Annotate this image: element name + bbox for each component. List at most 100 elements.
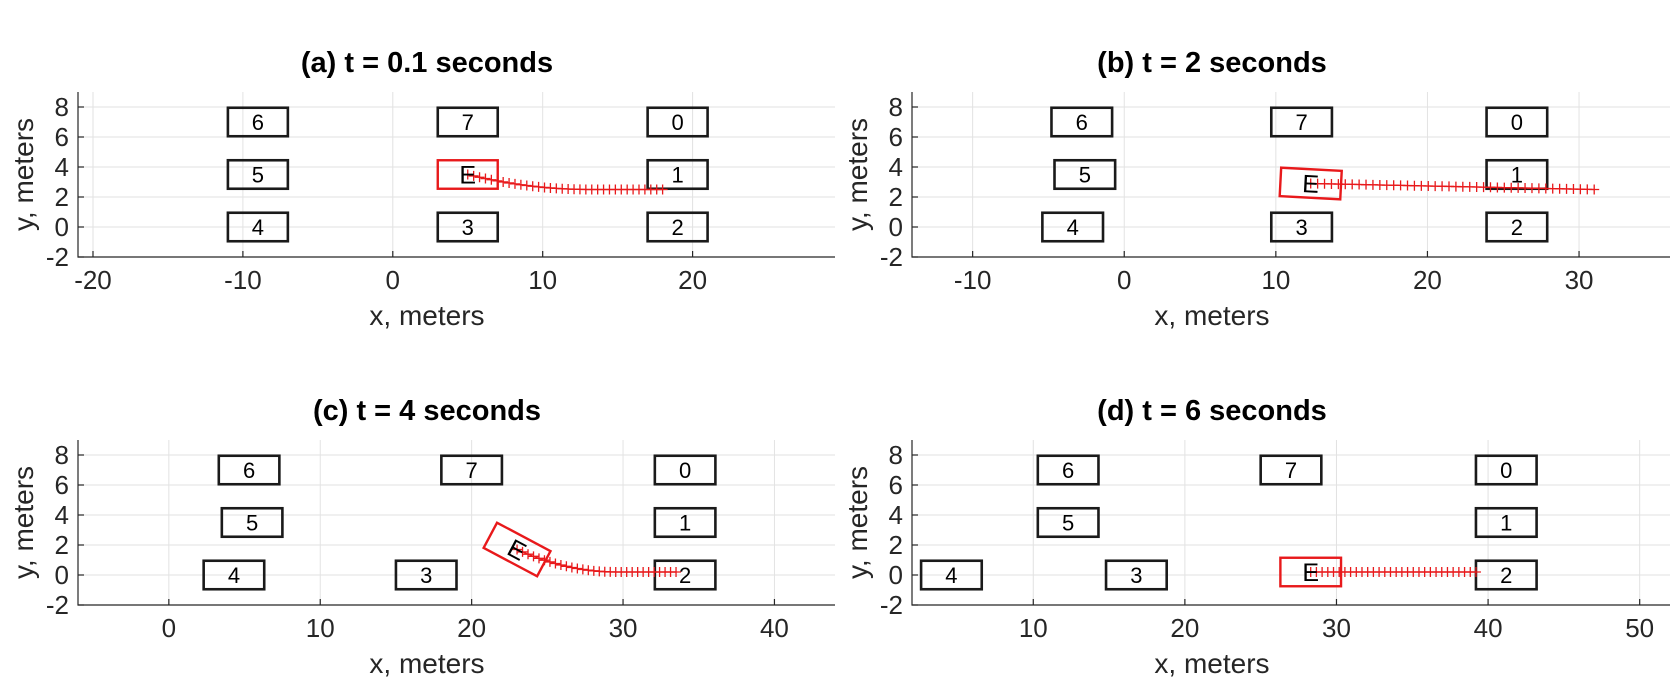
vehicle-label: 4 bbox=[228, 563, 240, 588]
vehicle-label: 6 bbox=[1076, 110, 1088, 135]
trajectory-point bbox=[462, 169, 473, 180]
vehicle-label: 7 bbox=[1295, 110, 1307, 135]
vehicle-label: 5 bbox=[1079, 163, 1091, 188]
x-tick-label: 10 bbox=[1019, 613, 1048, 643]
axis-lines bbox=[77, 92, 835, 258]
vehicle-box bbox=[217, 454, 281, 486]
y-axis-label: y, meters bbox=[842, 466, 873, 579]
x-axis-label: x, meters bbox=[1154, 300, 1269, 331]
vehicle-label: 6 bbox=[252, 110, 264, 135]
vehicle-label: 1 bbox=[1511, 163, 1523, 188]
vehicle-5: 5 bbox=[1053, 158, 1117, 191]
vehicle-4: 4 bbox=[1041, 211, 1105, 243]
y-tick-label: 2 bbox=[889, 530, 903, 560]
trajectory-point bbox=[509, 178, 520, 189]
vehicle-box bbox=[653, 506, 717, 539]
vehicle-6: 6 bbox=[217, 454, 281, 486]
vehicle-0: 0 bbox=[1474, 454, 1538, 486]
y-axis-label: y, meters bbox=[8, 118, 39, 231]
trajectory-point bbox=[1589, 184, 1600, 195]
vehicle-box bbox=[1474, 454, 1538, 486]
vehicle-7: 7 bbox=[1259, 454, 1323, 486]
trajectory-point bbox=[512, 544, 523, 555]
vehicle-box bbox=[653, 454, 717, 486]
vehicle-3: 3 bbox=[436, 211, 500, 243]
vehicle-box bbox=[646, 211, 709, 243]
vehicle-box bbox=[646, 158, 709, 191]
vehicle-box bbox=[1485, 158, 1549, 191]
vehicle-2: 2 bbox=[646, 211, 709, 243]
y-tick-label: 8 bbox=[889, 440, 903, 470]
vehicle-4: 4 bbox=[202, 559, 266, 591]
x-tick-label: 20 bbox=[457, 613, 486, 643]
y-tick-label: 6 bbox=[55, 122, 69, 152]
trajectory-point bbox=[657, 184, 668, 195]
vehicle-label: 7 bbox=[462, 110, 474, 135]
x-tick-label: 0 bbox=[386, 265, 400, 295]
vehicle-0: 0 bbox=[646, 106, 709, 138]
ego-label: E bbox=[1302, 170, 1320, 199]
trajectory-point bbox=[671, 567, 682, 577]
trajectory-point bbox=[572, 563, 583, 574]
vehicle-label: 2 bbox=[1511, 215, 1523, 240]
vehicle-1: 1 bbox=[1485, 158, 1549, 191]
vehicle-label: 0 bbox=[679, 458, 691, 483]
trajectory-point bbox=[561, 561, 572, 572]
vehicle-label: 3 bbox=[420, 563, 432, 588]
vehicle-1: 1 bbox=[653, 506, 717, 539]
y-axis-label: y, meters bbox=[842, 118, 873, 231]
x-tick-label: 10 bbox=[1261, 265, 1290, 295]
ego-trajectory bbox=[1305, 567, 1481, 577]
vehicle-5: 5 bbox=[1036, 506, 1100, 539]
y-tick-label: 2 bbox=[889, 182, 903, 212]
ego-vehicle: E bbox=[436, 159, 499, 190]
y-tick-label: 2 bbox=[55, 530, 69, 560]
x-tick-label: 10 bbox=[306, 613, 335, 643]
vehicle-4: 4 bbox=[226, 211, 290, 243]
vehicle-box bbox=[653, 559, 717, 591]
trajectory-point bbox=[544, 556, 555, 567]
vehicle-label: 4 bbox=[1067, 215, 1079, 240]
y-tick-label: 6 bbox=[55, 470, 69, 500]
ego-vehicle: E bbox=[1279, 556, 1343, 588]
vehicle-box bbox=[220, 506, 284, 539]
trajectory-point bbox=[555, 559, 566, 570]
vehicle-box bbox=[202, 559, 266, 591]
vehicle-label: 6 bbox=[1062, 458, 1074, 483]
ego-label: E bbox=[1302, 559, 1319, 587]
vehicle-label: 2 bbox=[679, 563, 691, 588]
trajectory-point bbox=[468, 170, 479, 181]
x-tick-label: 0 bbox=[162, 613, 176, 643]
x-tick-label: 30 bbox=[1322, 613, 1351, 643]
y-tick-label: 0 bbox=[55, 212, 69, 242]
trajectory-point bbox=[521, 180, 532, 191]
vehicle-box bbox=[1053, 158, 1117, 191]
vehicle-7: 7 bbox=[1269, 106, 1334, 138]
vehicle-2: 2 bbox=[653, 559, 717, 591]
vehicle-5: 5 bbox=[226, 158, 290, 191]
vehicle-label: 0 bbox=[671, 110, 683, 135]
trajectory-point bbox=[474, 172, 485, 183]
trajectory-point bbox=[577, 564, 588, 575]
x-tick-label: -10 bbox=[224, 265, 262, 295]
y-tick-label: 4 bbox=[55, 500, 69, 530]
vehicle-label: 6 bbox=[243, 458, 255, 483]
vehicle-label: 5 bbox=[1062, 511, 1074, 536]
y-tick-label: 6 bbox=[889, 122, 903, 152]
x-tick-label: -10 bbox=[954, 265, 992, 295]
vehicle-label: 5 bbox=[252, 163, 264, 188]
vehicle-label: 5 bbox=[246, 511, 258, 536]
vehicle-box bbox=[919, 559, 984, 591]
vehicle-label: 3 bbox=[1130, 563, 1142, 588]
ego-box bbox=[482, 521, 553, 578]
x-axis-label: x, meters bbox=[369, 300, 484, 331]
y-tick-label: -2 bbox=[880, 590, 903, 620]
vehicle-box bbox=[646, 106, 709, 138]
vehicle-box bbox=[226, 106, 290, 138]
y-tick-label: 2 bbox=[55, 182, 69, 212]
y-tick-label: -2 bbox=[46, 590, 69, 620]
vehicle-box bbox=[1036, 454, 1100, 486]
